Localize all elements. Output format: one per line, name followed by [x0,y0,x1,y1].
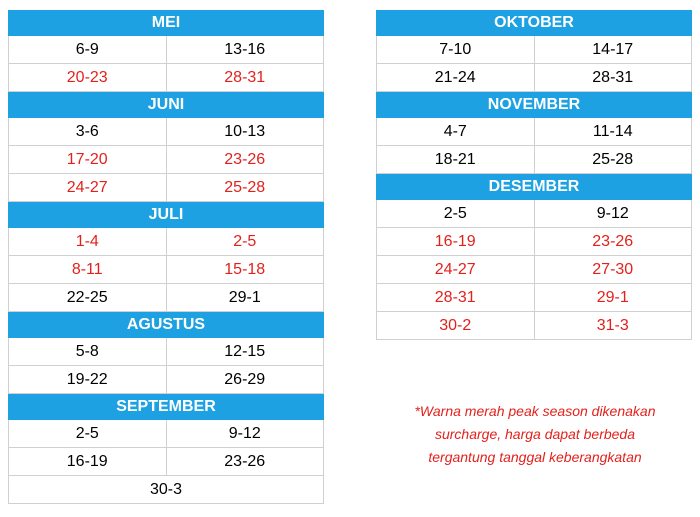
date-cell: 30-2 [377,312,535,339]
date-cell: 1-4 [9,228,167,255]
date-cell: 22-25 [9,284,167,311]
date-row: 19-22 26-29 [8,366,324,394]
date-row: 8-11 15-18 [8,256,324,284]
date-row: 1-4 2-5 [8,228,324,256]
date-cell: 11-14 [535,118,692,145]
date-cell: 9-12 [535,200,692,227]
date-row: 2-5 9-12 [376,200,692,228]
date-cell: 30-3 [9,476,324,503]
month-header: MEI [8,10,324,36]
date-cell: 31-3 [535,312,692,339]
date-cell: 24-27 [9,174,167,201]
date-row: 18-21 25-28 [376,146,692,174]
date-row: 5-8 12-15 [8,338,324,366]
date-cell: 15-18 [167,256,324,283]
date-cell: 5-8 [9,338,167,365]
date-row: 16-19 23-26 [8,448,324,476]
date-row: 6-9 13-16 [8,36,324,64]
date-cell: 25-28 [535,146,692,173]
date-cell: 21-24 [377,64,535,91]
date-row: 7-10 14-17 [376,36,692,64]
month-header: DESEMBER [376,174,692,200]
date-cell: 26-29 [167,366,324,393]
date-row: 24-27 25-28 [8,174,324,202]
note: *Warna merah peak season dikenakan surcha… [370,400,700,469]
date-cell: 28-31 [167,64,324,91]
date-row: 17-20 23-26 [8,146,324,174]
month-header: SEPTEMBER [8,394,324,420]
date-row: 21-24 28-31 [376,64,692,92]
note-line: surcharge, harga dapat berbeda [434,426,636,442]
date-cell: 6-9 [9,36,167,63]
date-cell: 18-21 [377,146,535,173]
date-cell: 28-31 [535,64,692,91]
date-cell: 29-1 [535,284,692,311]
date-row: 28-31 29-1 [376,284,692,312]
date-cell: 9-12 [167,420,324,447]
date-cell: 20-23 [9,64,167,91]
date-cell: 4-7 [377,118,535,145]
date-cell: 13-16 [167,36,324,63]
date-cell: 17-20 [9,146,167,173]
note-line: tergantung tanggal keberangkatan [428,449,642,465]
date-cell: 25-28 [167,174,324,201]
month-header: AGUSTUS [8,312,324,338]
date-cell: 12-15 [167,338,324,365]
date-cell: 16-19 [9,448,167,475]
date-cell: 10-13 [167,118,324,145]
month-header: NOVEMBER [376,92,692,118]
date-row: 2-5 9-12 [8,420,324,448]
date-row: 20-23 28-31 [8,64,324,92]
date-row: 16-19 23-26 [376,228,692,256]
date-cell: 3-6 [9,118,167,145]
date-cell: 19-22 [9,366,167,393]
calendar-left: MEI 6-9 13-16 20-23 28-31 JUNI 3-6 10-13 17-20 23… [8,10,324,504]
date-cell: 23-26 [535,228,692,255]
date-row: 30-3 [8,476,324,504]
date-row: 22-25 29-1 [8,284,324,312]
date-row: 3-6 10-13 [8,118,324,146]
date-cell: 2-5 [377,200,535,227]
month-header: JULI [8,202,324,228]
date-cell: 23-26 [167,448,324,475]
month-header: JUNI [8,92,324,118]
date-cell: 8-11 [9,256,167,283]
date-row: 30-2 31-3 [376,312,692,340]
date-cell: 23-26 [167,146,324,173]
date-row: 24-27 27-30 [376,256,692,284]
month-header: OKTOBER [376,10,692,36]
date-cell: 7-10 [377,36,535,63]
date-cell: 16-19 [377,228,535,255]
note-line: *Warna merah peak season dikenakan [414,403,656,419]
date-cell: 2-5 [9,420,167,447]
date-cell: 2-5 [167,228,324,255]
date-cell: 28-31 [377,284,535,311]
date-cell: 24-27 [377,256,535,283]
date-cell: 14-17 [535,36,692,63]
date-cell: 29-1 [167,284,324,311]
date-cell: 27-30 [535,256,692,283]
calendar-right: OKTOBER 7-10 14-17 21-24 28-31 NOVEMBER 4-7 11-… [376,10,692,340]
date-row: 4-7 11-14 [376,118,692,146]
